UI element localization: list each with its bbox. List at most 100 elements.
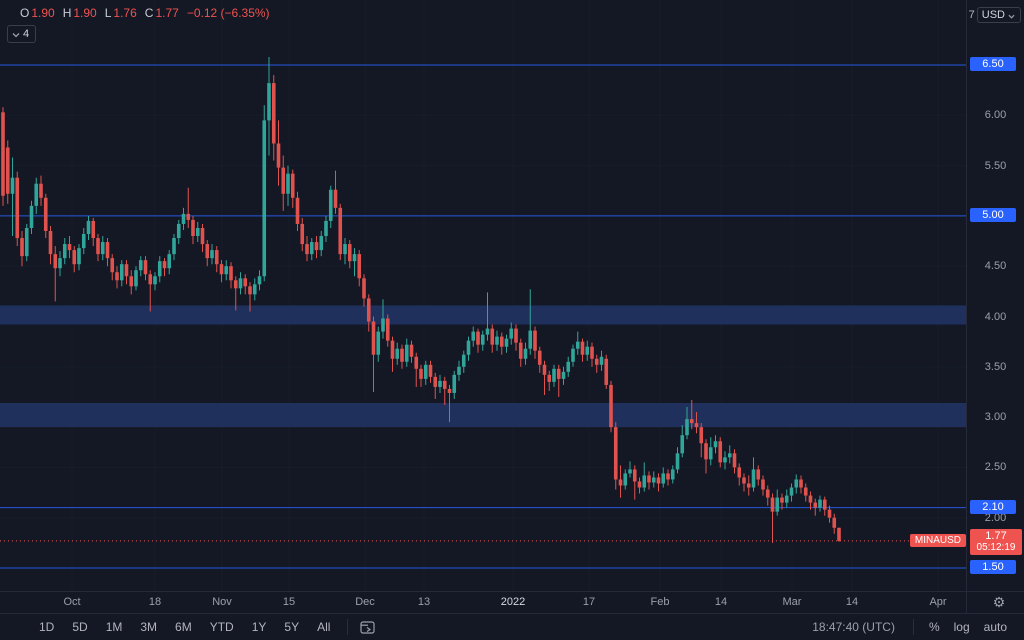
- range-button-ytd[interactable]: YTD: [209, 620, 234, 634]
- candle: [143, 256, 148, 281]
- candle: [442, 376, 447, 406]
- candle: [808, 491, 813, 510]
- candle: [518, 338, 523, 367]
- range-button-6m[interactable]: 6M: [175, 620, 192, 634]
- last-price-value: 1.77: [985, 529, 1007, 542]
- candle: [566, 356, 571, 377]
- candle: [43, 193, 48, 239]
- price-axis-hint-digit: 7: [968, 9, 975, 21]
- candle: [191, 215, 195, 245]
- candle: [670, 465, 675, 484]
- candle: [328, 185, 333, 228]
- price-axis-label: 6.00: [984, 109, 1007, 122]
- candlestick-chart[interactable]: [0, 0, 966, 591]
- currency-toggle-button[interactable]: USD: [976, 7, 1021, 23]
- close-label: C: [144, 6, 154, 20]
- candle: [637, 477, 642, 494]
- candle: [457, 360, 461, 381]
- range-button-3m[interactable]: 3M: [140, 620, 158, 634]
- candle: [523, 342, 528, 365]
- range-button-1y[interactable]: 1Y: [251, 620, 267, 634]
- candle: [362, 274, 366, 307]
- candle: [115, 266, 119, 289]
- candle: [153, 272, 157, 291]
- candle: [138, 256, 143, 277]
- candle: [837, 527, 841, 542]
- low-label: L: [104, 6, 112, 20]
- candle: [514, 324, 518, 351]
- candle: [257, 270, 262, 291]
- legend-collapse-chip[interactable]: 4: [7, 25, 37, 43]
- candle: [680, 425, 685, 458]
- range-button-5d[interactable]: 5D: [72, 620, 88, 634]
- candle: [48, 225, 53, 265]
- candle: [647, 471, 651, 490]
- candle: [238, 272, 243, 295]
- candle: [438, 374, 442, 393]
- gear-icon[interactable]: ⚙: [992, 594, 1006, 610]
- candle: [5, 140, 10, 204]
- candle: [490, 324, 495, 353]
- last-price-chip: 1.77 05:12:19: [970, 528, 1022, 555]
- candle: [571, 344, 575, 367]
- candle: [666, 469, 670, 486]
- candle: [628, 461, 632, 478]
- candle: [466, 336, 471, 361]
- candle: [300, 217, 305, 252]
- candle: [822, 496, 827, 516]
- candle: [552, 364, 556, 387]
- candle: [67, 236, 72, 259]
- chart-pane[interactable]: O 1.90 H 1.90 L 1.76 C 1.77 −0.12 (−6.35%) 4 MIN…: [0, 0, 966, 591]
- candle: [343, 238, 347, 265]
- candle: [210, 244, 214, 265]
- range-button-1m[interactable]: 1M: [105, 620, 123, 634]
- level-price-chip: 6.50: [970, 57, 1016, 71]
- time-axis-label: 14: [845, 596, 859, 608]
- candle: [599, 350, 604, 371]
- session-clock[interactable]: 18:47:40 (UTC): [812, 620, 895, 634]
- candle: [219, 260, 224, 283]
- candle: [352, 248, 357, 277]
- candle: [556, 364, 561, 397]
- candle: [694, 412, 699, 434]
- candle: [799, 475, 803, 494]
- candle: [533, 326, 537, 359]
- candle: [561, 366, 566, 385]
- candle: [286, 165, 290, 206]
- candle: [409, 340, 414, 363]
- scale-button-percent[interactable]: %: [928, 620, 940, 634]
- candle: [803, 483, 808, 502]
- candle: [262, 105, 267, 282]
- time-axis-label: Oct: [63, 596, 81, 608]
- candle: [775, 489, 780, 516]
- candle: [248, 282, 252, 312]
- candle: [357, 250, 362, 287]
- candle: [366, 294, 371, 332]
- candle: [604, 354, 609, 389]
- candle: [704, 439, 708, 474]
- scale-button-log[interactable]: log: [953, 620, 970, 634]
- price-axis[interactable]: 7 USD 6.00 5.50 4.50 4.00 3.50 3.00 2.50 2.00 6.…: [966, 0, 1024, 591]
- time-axis-label: 18: [148, 596, 162, 608]
- time-axis[interactable]: ⚙ Oct 18 Nov 15 Dec 13 2022 17 Feb 14 Mar 14 Apr: [0, 591, 1024, 614]
- candle: [229, 262, 233, 289]
- candle: [746, 475, 751, 496]
- candle: [276, 120, 281, 186]
- range-button-1d[interactable]: 1D: [39, 620, 55, 634]
- candle: [385, 314, 390, 347]
- time-axis-label: 13: [417, 596, 431, 608]
- candle: [200, 223, 205, 253]
- candle: [609, 380, 613, 433]
- candle: [162, 258, 167, 277]
- range-button-5y[interactable]: 5Y: [284, 620, 300, 634]
- candle: [77, 244, 81, 271]
- range-button-all[interactable]: All: [317, 620, 331, 634]
- scale-button-auto[interactable]: auto: [983, 620, 1007, 634]
- candle: [15, 171, 20, 247]
- time-axis-label: Dec: [355, 596, 375, 608]
- candle: [485, 292, 490, 341]
- candle: [480, 330, 485, 351]
- candle: [157, 256, 162, 283]
- go-to-date-button[interactable]: [356, 618, 378, 636]
- candle: [81, 227, 86, 255]
